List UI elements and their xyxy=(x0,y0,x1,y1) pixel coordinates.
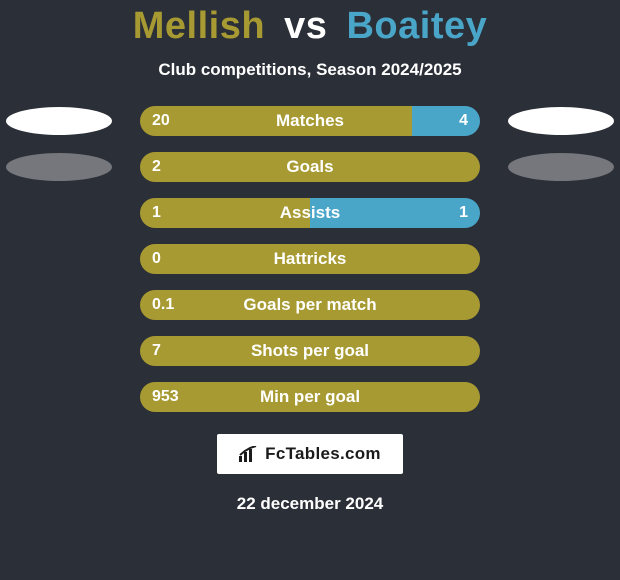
stat-value-player1: 1 xyxy=(152,198,161,228)
stat-bar-player1 xyxy=(140,290,480,320)
stat-value-player1: 0.1 xyxy=(152,290,174,320)
stat-bar-player1 xyxy=(140,106,412,136)
stat-bar-player2 xyxy=(412,106,480,136)
stat-bar: 0Hattricks xyxy=(140,244,480,274)
title-vs: vs xyxy=(284,5,327,47)
comparison-card: Mellish vs Boaitey Club competitions, Se… xyxy=(0,0,620,580)
stat-bar-player2 xyxy=(310,198,480,228)
stat-row: 204Matches xyxy=(0,98,620,144)
player2-decor-oval xyxy=(508,153,614,181)
stat-bar: 0.1Goals per match xyxy=(140,290,480,320)
stat-row: 2Goals xyxy=(0,144,620,190)
stat-value-player2: 4 xyxy=(459,106,468,136)
brand-badge: FcTables.com xyxy=(217,434,403,474)
title-player2: Boaitey xyxy=(346,5,487,47)
stat-value-player1: 20 xyxy=(152,106,170,136)
stat-value-player1: 2 xyxy=(152,152,161,182)
stat-value-player1: 0 xyxy=(152,244,161,274)
stat-row: 0.1Goals per match xyxy=(0,282,620,328)
footer-date: 22 december 2024 xyxy=(0,494,620,514)
stat-bar-player1 xyxy=(140,382,480,412)
stat-bar: 204Matches xyxy=(140,106,480,136)
stat-bar-player1 xyxy=(140,152,480,182)
stat-bar: 7Shots per goal xyxy=(140,336,480,366)
player2-decor-oval xyxy=(508,107,614,135)
subtitle: Club competitions, Season 2024/2025 xyxy=(0,60,620,80)
stat-value-player1: 7 xyxy=(152,336,161,366)
stat-bar: 11Assists xyxy=(140,198,480,228)
stat-value-player2: 1 xyxy=(459,198,468,228)
stat-bar: 953Min per goal xyxy=(140,382,480,412)
title-player1: Mellish xyxy=(133,5,265,47)
page-title: Mellish vs Boaitey xyxy=(0,4,620,50)
stat-row: 7Shots per goal xyxy=(0,328,620,374)
stats-list: 204Matches2Goals11Assists0Hattricks0.1Go… xyxy=(0,98,620,420)
player1-decor-oval xyxy=(6,107,112,135)
player1-decor-oval xyxy=(6,153,112,181)
stat-bar-player1 xyxy=(140,336,480,366)
brand-text: FcTables.com xyxy=(265,444,381,463)
stat-row: 0Hattricks xyxy=(0,236,620,282)
stat-bar-player1 xyxy=(140,244,480,274)
stat-value-player1: 953 xyxy=(152,382,179,412)
stat-bar-player1 xyxy=(140,198,310,228)
stat-row: 11Assists xyxy=(0,190,620,236)
stat-bar: 2Goals xyxy=(140,152,480,182)
chart-icon xyxy=(239,446,259,462)
stat-row: 953Min per goal xyxy=(0,374,620,420)
